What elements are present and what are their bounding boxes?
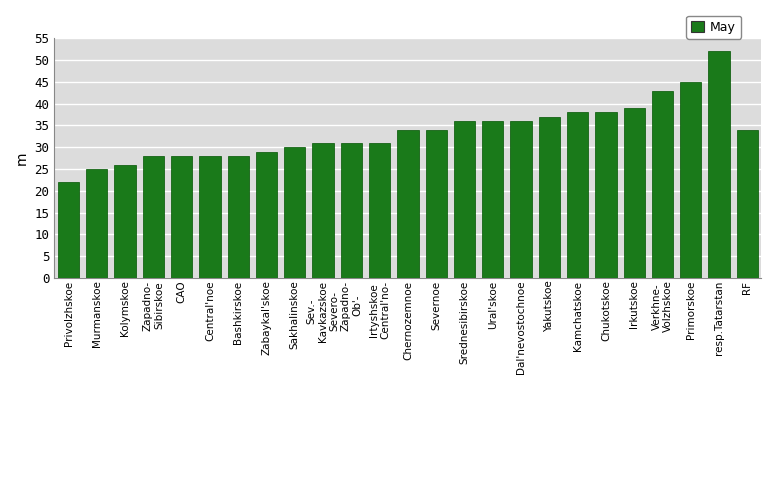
Bar xyxy=(228,156,249,278)
Bar xyxy=(171,156,192,278)
Bar xyxy=(200,156,221,278)
Bar xyxy=(595,113,616,278)
Bar xyxy=(369,143,390,278)
Bar xyxy=(312,143,333,278)
Bar xyxy=(284,147,305,278)
Bar xyxy=(510,121,531,278)
Bar xyxy=(143,156,164,278)
Bar xyxy=(624,108,645,278)
Bar xyxy=(86,169,107,278)
Y-axis label: m: m xyxy=(15,151,29,165)
Legend: May: May xyxy=(686,16,741,39)
Bar xyxy=(58,182,79,278)
Bar xyxy=(709,51,730,278)
Bar xyxy=(341,143,362,278)
Bar xyxy=(397,130,419,278)
Bar xyxy=(114,165,136,278)
Bar xyxy=(256,151,277,278)
Bar xyxy=(538,117,560,278)
Bar xyxy=(737,130,758,278)
Bar xyxy=(652,91,673,278)
Bar xyxy=(426,130,447,278)
Bar xyxy=(567,113,588,278)
Bar xyxy=(483,121,503,278)
Bar xyxy=(454,121,475,278)
Bar xyxy=(680,82,702,278)
